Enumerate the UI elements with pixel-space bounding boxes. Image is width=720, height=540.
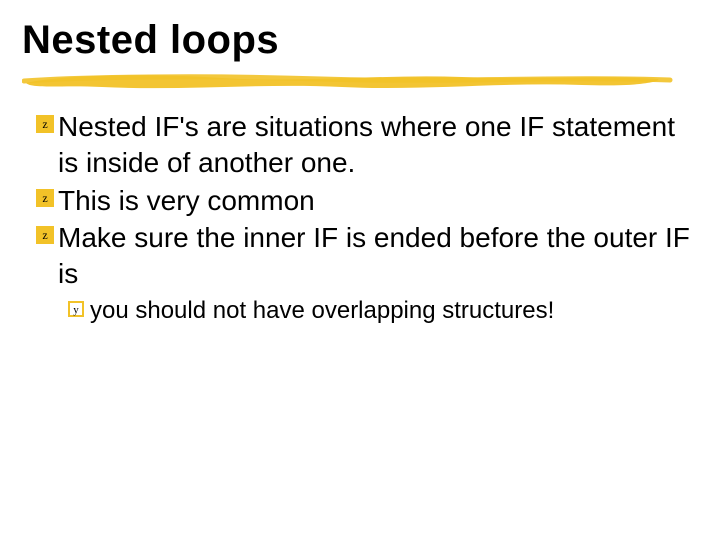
bullet-item: z Nested IF's are situations where one I… (36, 109, 698, 181)
slide-title: Nested loops (22, 18, 698, 63)
sub-bullet-text: you should not have overlapping structur… (90, 296, 554, 326)
svg-text:z: z (42, 228, 47, 242)
title-underline (22, 69, 662, 91)
brush-stroke-icon (22, 69, 682, 95)
bullet-text: Nested IF's are situations where one IF … (58, 109, 698, 181)
bullet-marker-icon: z (36, 189, 54, 212)
svg-text:z: z (42, 117, 47, 131)
bullet-marker-icon: z (36, 115, 54, 138)
slide: Nested loops z Nested IF's are situation… (0, 0, 720, 540)
bullet-item: z This is very common (36, 183, 698, 219)
bullet-text: Make sure the inner IF is ended before t… (58, 220, 698, 292)
bullet-marker-icon: z (36, 226, 54, 249)
bullet-item: z Make sure the inner IF is ended before… (36, 220, 698, 292)
sub-bullet-marker-icon: y (68, 301, 84, 322)
svg-text:z: z (42, 191, 47, 205)
sub-bullet-item: y you should not have overlapping struct… (68, 296, 698, 326)
slide-body: z Nested IF's are situations where one I… (22, 109, 698, 326)
svg-text:y: y (73, 304, 79, 316)
bullet-text: This is very common (58, 183, 315, 219)
